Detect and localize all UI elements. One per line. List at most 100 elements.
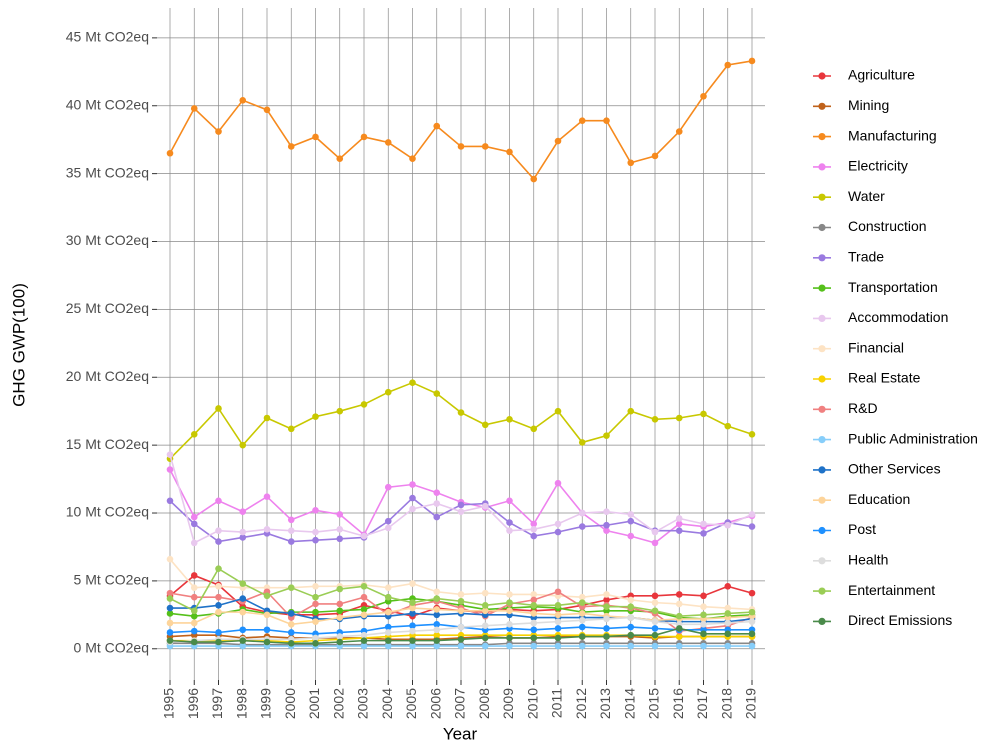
data-point	[554, 634, 562, 642]
data-point	[651, 625, 659, 632]
data-point	[263, 638, 271, 646]
data-point	[675, 625, 683, 632]
data-point	[603, 117, 610, 124]
data-point	[748, 608, 756, 616]
x-tick-label: 2013	[597, 688, 613, 719]
data-point	[481, 634, 489, 642]
data-point	[360, 637, 368, 644]
data-point	[360, 642, 368, 650]
data-point	[481, 642, 489, 650]
data-point	[675, 612, 683, 620]
y-tick-label: 40 Mt CO2eq	[66, 96, 149, 112]
data-point	[312, 507, 319, 514]
data-point	[724, 630, 732, 638]
data-point	[409, 622, 416, 629]
data-point	[554, 602, 562, 609]
data-point	[530, 175, 538, 183]
data-point	[336, 633, 344, 640]
data-point	[603, 508, 610, 515]
x-tick-label: 2008	[476, 688, 492, 719]
legend-marker	[818, 526, 826, 535]
data-point	[700, 611, 707, 619]
data-point	[457, 642, 465, 650]
data-point	[700, 642, 707, 650]
data-point	[603, 642, 610, 650]
data-point	[433, 621, 441, 628]
data-point	[481, 143, 489, 150]
data-point	[627, 614, 635, 621]
data-point	[433, 513, 441, 521]
data-point	[554, 611, 562, 619]
data-point	[166, 555, 174, 563]
data-point	[215, 565, 222, 572]
x-tick-label: 2016	[670, 688, 686, 719]
data-point	[287, 516, 295, 524]
data-point	[627, 511, 635, 518]
data-point	[433, 122, 441, 130]
data-point	[409, 637, 416, 644]
data-point	[239, 580, 247, 587]
data-point	[190, 638, 198, 646]
data-point	[312, 593, 319, 601]
data-point	[215, 583, 222, 590]
data-point	[336, 638, 344, 646]
x-tick-label: 1997	[209, 688, 225, 719]
legend-marker	[818, 557, 826, 565]
data-point	[651, 631, 659, 639]
data-point	[433, 390, 441, 397]
data-point	[651, 618, 659, 625]
legend-label: Health	[848, 552, 888, 568]
data-point	[312, 600, 319, 608]
data-point	[384, 524, 392, 532]
x-tick-label: 1999	[258, 688, 274, 719]
data-point	[457, 591, 465, 598]
data-point	[312, 413, 319, 420]
data-point	[239, 626, 247, 634]
data-point	[336, 614, 344, 621]
data-point	[554, 625, 562, 632]
data-point	[433, 588, 441, 596]
data-point	[506, 497, 513, 505]
data-point	[530, 591, 538, 598]
data-point	[360, 593, 368, 601]
data-point	[312, 640, 319, 647]
data-point	[336, 585, 344, 593]
data-point	[506, 642, 513, 650]
data-point	[675, 414, 683, 422]
data-point	[263, 414, 271, 422]
data-point	[578, 599, 586, 606]
data-point	[384, 623, 392, 631]
data-point	[578, 439, 586, 446]
legend-label: Entertainment	[848, 582, 935, 598]
data-point	[748, 642, 756, 650]
data-point	[530, 619, 538, 627]
legend-marker	[818, 375, 826, 383]
data-point	[675, 642, 683, 650]
data-point	[748, 57, 756, 65]
x-tick-label: 2000	[282, 688, 298, 719]
y-tick-label: 0 Mt CO2eq	[74, 639, 149, 655]
legend-marker	[818, 314, 826, 322]
data-point	[554, 479, 562, 487]
data-point	[506, 621, 513, 628]
data-point	[239, 534, 247, 541]
legend-marker	[818, 72, 826, 80]
data-point	[336, 526, 344, 533]
data-point	[675, 515, 683, 522]
data-point	[627, 623, 635, 631]
legend-label: Construction	[848, 218, 927, 234]
data-point	[457, 409, 465, 416]
data-point	[748, 630, 756, 638]
y-tick-label: 5 Mt CO2eq	[74, 572, 149, 588]
data-point	[748, 618, 756, 625]
data-point	[287, 143, 295, 150]
y-axis-title: GHG GWP(100)	[9, 283, 28, 407]
data-point	[215, 128, 222, 135]
data-point	[409, 494, 416, 502]
data-point	[506, 527, 513, 534]
data-point	[627, 407, 635, 415]
data-point	[287, 527, 295, 534]
data-point	[554, 137, 562, 145]
data-point	[433, 500, 441, 507]
data-point	[530, 425, 538, 433]
